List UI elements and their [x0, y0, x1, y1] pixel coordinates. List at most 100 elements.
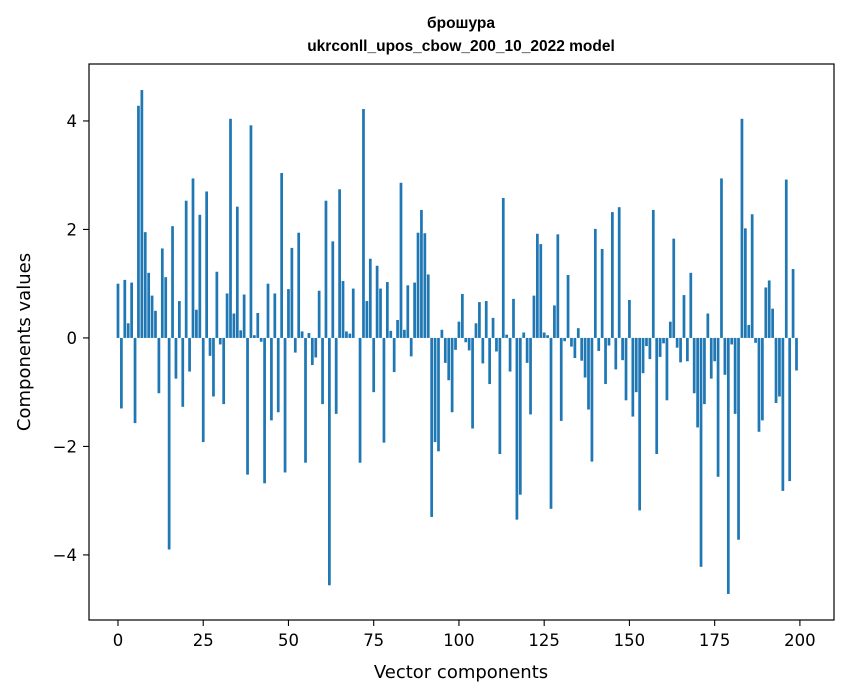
- bar-157: [651, 209, 655, 338]
- bar-99: [454, 337, 457, 350]
- bar-28: [212, 337, 215, 397]
- x-tick-label: 25: [193, 631, 214, 650]
- bar-51: [290, 247, 294, 338]
- bar-184: [743, 228, 747, 338]
- bar-111: [495, 337, 498, 352]
- bar-136: [580, 337, 584, 361]
- x-axis-label: Vector components: [374, 662, 548, 683]
- bar-163: [672, 238, 676, 338]
- bar-7: [140, 90, 144, 338]
- chart-title-line2: ukrconll_upos_cbow_200_10_2022 model: [307, 38, 615, 55]
- bar-175: [713, 337, 717, 362]
- bar-132: [566, 275, 570, 338]
- bar-192: [771, 308, 774, 338]
- bar-20: [184, 200, 188, 338]
- bar-68: [348, 333, 352, 338]
- bar-124: [539, 244, 543, 338]
- bar-114: [505, 334, 509, 338]
- bar-110: [491, 317, 495, 338]
- bar-58: [314, 337, 318, 358]
- bar-105: [474, 323, 478, 338]
- bars-group: [116, 90, 798, 594]
- bar-84: [403, 329, 406, 338]
- bar-153: [638, 337, 642, 511]
- y-tick-label: 0: [67, 329, 78, 348]
- bar-188: [757, 337, 761, 432]
- bar-144: [607, 337, 611, 346]
- bar-179: [726, 337, 730, 594]
- bar-128: [553, 305, 556, 338]
- bar-21: [188, 337, 191, 372]
- bar-152: [634, 337, 638, 393]
- bar-65: [338, 189, 341, 338]
- bar-106: [478, 302, 481, 338]
- bar-189: [761, 337, 764, 421]
- bar-104: [471, 337, 474, 429]
- bar-64: [334, 337, 338, 414]
- bar-103: [467, 337, 471, 351]
- y-tick-label: 2: [67, 220, 78, 239]
- bar-197: [788, 337, 792, 482]
- bar-36: [239, 330, 243, 338]
- bar-117: [515, 337, 519, 520]
- bar-6: [137, 105, 140, 338]
- bar-186: [750, 214, 754, 338]
- bar-165: [679, 337, 682, 363]
- bar-193: [774, 337, 778, 404]
- bar-156: [648, 337, 652, 360]
- bar-3: [126, 323, 130, 338]
- bar-35: [235, 206, 239, 338]
- bar-47: [276, 337, 280, 413]
- bar-62: [328, 337, 331, 586]
- bar-134: [573, 337, 577, 358]
- bar-30: [218, 337, 222, 345]
- bar-145: [611, 212, 614, 338]
- bar-183: [740, 118, 744, 338]
- bar-160: [662, 337, 665, 344]
- bar-54: [300, 331, 304, 338]
- bar-154: [641, 337, 645, 374]
- bar-31: [222, 337, 226, 405]
- bar-81: [392, 337, 396, 373]
- bar-182: [737, 337, 740, 540]
- bar-38: [246, 337, 249, 475]
- bar-102: [464, 337, 468, 343]
- bar-147: [617, 207, 621, 338]
- bar-159: [658, 337, 662, 357]
- chart-title-line1: брошура: [427, 15, 495, 32]
- bar-49: [283, 337, 287, 473]
- y-tick-label: −4: [53, 546, 77, 565]
- x-tick-label: 125: [528, 631, 560, 650]
- bar-180: [730, 337, 734, 345]
- bar-11: [154, 310, 157, 338]
- bar-88: [416, 232, 420, 338]
- bar-107: [481, 337, 485, 364]
- bar-34: [232, 313, 236, 338]
- bar-89: [420, 209, 423, 338]
- bar-138: [587, 337, 590, 410]
- bar-131: [563, 337, 567, 342]
- plot-frame: [88, 63, 835, 621]
- bar-5: [133, 337, 137, 424]
- bar-185: [747, 324, 751, 338]
- bar-121: [529, 337, 532, 415]
- bar-27: [208, 337, 212, 356]
- bar-72: [362, 109, 365, 338]
- bar-120: [525, 337, 529, 363]
- bar-130: [559, 337, 563, 421]
- bar-69: [351, 288, 355, 338]
- bar-76: [375, 265, 379, 338]
- bar-53: [297, 232, 301, 338]
- bar-122: [532, 295, 536, 338]
- bar-126: [546, 335, 549, 338]
- bar-74: [368, 258, 372, 338]
- bar-10: [150, 295, 154, 338]
- bar-48: [280, 173, 284, 338]
- bar-96: [443, 337, 447, 363]
- bar-90: [423, 233, 427, 338]
- bar-79: [385, 282, 389, 338]
- bar-86: [409, 337, 413, 357]
- bar-118: [518, 337, 522, 495]
- bar-115: [508, 337, 512, 372]
- bar-59: [317, 290, 321, 338]
